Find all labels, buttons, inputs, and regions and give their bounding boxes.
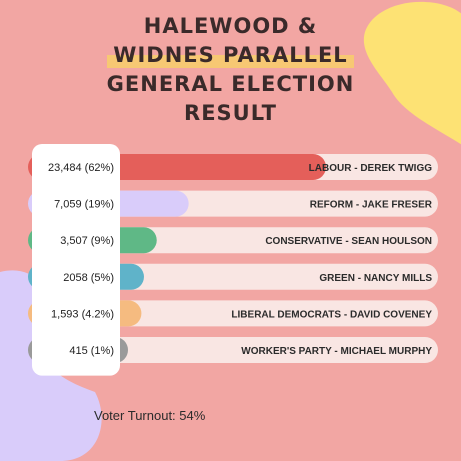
category-label: REFORM - JAKE FRESER <box>310 200 433 211</box>
bar-track <box>60 300 438 327</box>
title-line-4: RESULT <box>184 101 277 125</box>
value-label: 23,484 (62%) <box>48 162 114 174</box>
title-line-3: GENERAL ELECTION <box>106 72 355 96</box>
bar-track <box>60 337 438 363</box>
value-label: 2058 (5%) <box>63 272 114 284</box>
voter-turnout: Voter Turnout: 54% <box>94 408 206 423</box>
value-label: 3,507 (9%) <box>60 235 114 247</box>
category-label: WORKER'S PARTY - MICHAEL MURPHY <box>241 346 432 357</box>
chart-title: HALEWOOD & WIDNES PARALLEL GENERAL ELECT… <box>0 12 461 128</box>
value-label: 415 (1%) <box>69 345 114 357</box>
title-line-2: WIDNES PARALLEL <box>0 41 461 70</box>
value-label: 7,059 (19%) <box>54 199 114 211</box>
category-label: LIBERAL DEMOCRATS - DAVID COVENEY <box>231 309 432 320</box>
title-line-2-text: WIDNES PARALLEL <box>113 43 348 67</box>
category-label: LABOUR - DEREK TWIGG <box>309 163 433 174</box>
value-label: 1,593 (4.2%) <box>51 308 114 320</box>
bar-track <box>60 263 438 290</box>
category-label: CONSERVATIVE - SEAN HOULSON <box>265 236 432 247</box>
category-label: GREEN - NANCY MILLS <box>319 273 432 284</box>
value-label-panel <box>32 144 120 376</box>
title-line-1: HALEWOOD & <box>143 14 318 38</box>
